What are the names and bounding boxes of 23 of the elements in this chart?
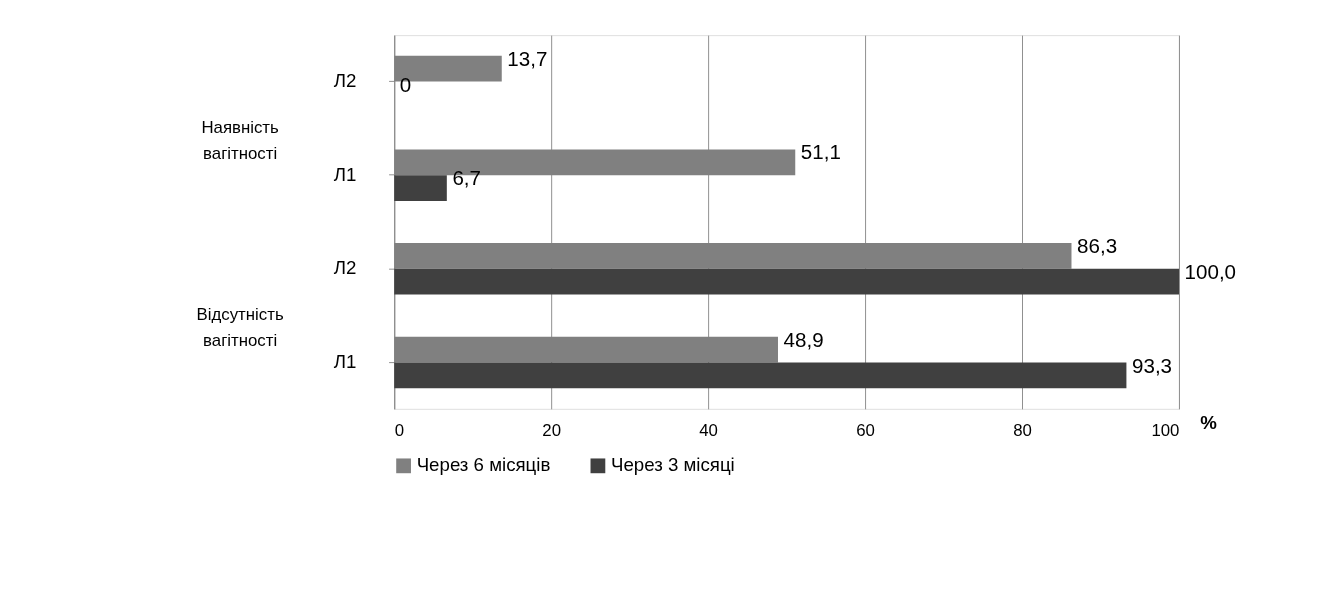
- x-tick-label: 100: [1151, 421, 1180, 441]
- x-axis-title: %: [1200, 411, 1218, 433]
- x-tick-label: 0: [394, 421, 405, 441]
- x-tick-label: 80: [1013, 421, 1032, 441]
- legend-label: Через 6 місяців: [416, 454, 551, 476]
- data-label: 0: [399, 72, 412, 96]
- data-label: 13,7: [507, 46, 548, 70]
- y-tick-label: Л2: [333, 70, 357, 92]
- y-tick-label: Л1: [333, 163, 357, 185]
- legend-label: Через 3 місяці: [610, 454, 735, 476]
- y-tick-label: Л2: [333, 257, 357, 279]
- data-label: 86,3: [1077, 234, 1118, 258]
- x-tick-label: 60: [856, 421, 875, 441]
- x-tick-label: 20: [542, 421, 562, 441]
- data-label: 93,3: [1132, 353, 1173, 377]
- data-label: 48,9: [783, 327, 824, 351]
- text: Відсутність вагітності: [196, 305, 284, 351]
- x-tick-label: 40: [699, 421, 718, 441]
- data-label: 100,0: [1184, 259, 1237, 283]
- data-label: 51,1: [800, 140, 841, 164]
- data-label: 6,7: [452, 166, 482, 190]
- text: Наявність вагітності: [201, 118, 280, 164]
- y-tick-label: Л1: [333, 351, 357, 373]
